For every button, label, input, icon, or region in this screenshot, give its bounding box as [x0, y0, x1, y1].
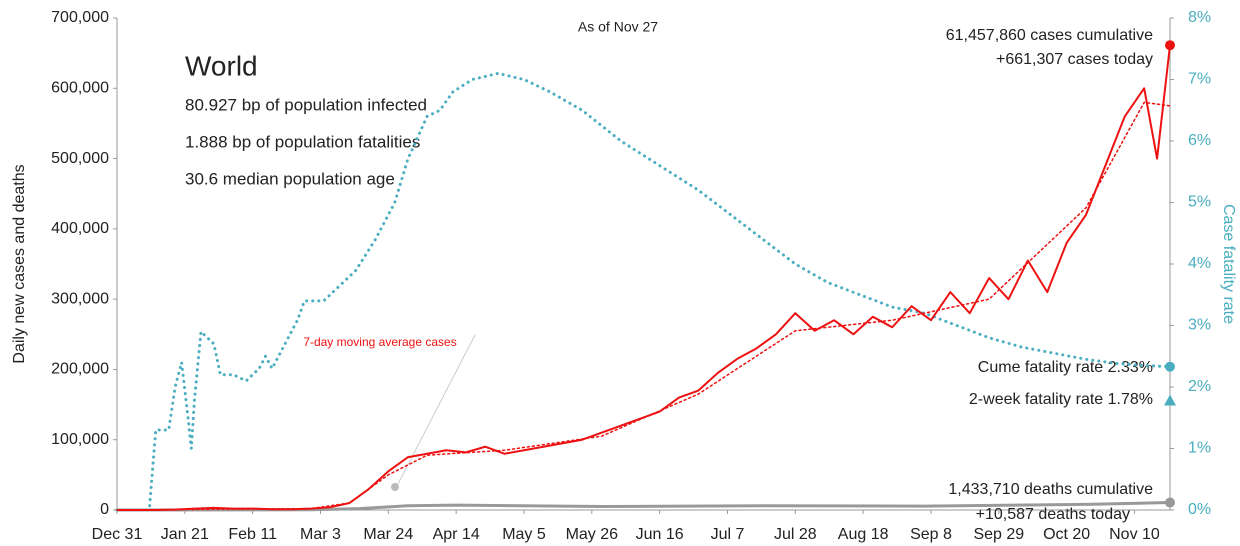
- series-line: [116, 101, 1171, 511]
- x-tick-label: Sep 29: [973, 526, 1024, 543]
- x-tick-label: May 26: [566, 526, 619, 543]
- y-tick-label: 100,000: [51, 431, 109, 448]
- y-tick-label: 200,000: [51, 361, 109, 378]
- x-tick-label: Apr 14: [433, 526, 480, 543]
- annotation: 61,457,860 cases cumulative: [946, 27, 1153, 44]
- y2-tick-label: 6%: [1188, 132, 1211, 149]
- annotation: +10,587 deaths today: [976, 506, 1130, 523]
- x-tick-label: Jul 7: [711, 526, 745, 543]
- y-tick-label: 300,000: [51, 290, 109, 307]
- y2-tick-label: 1%: [1188, 440, 1211, 457]
- y-axis-label: Daily new cases and deaths: [11, 164, 28, 363]
- series-label: 7-day moving average cases: [303, 335, 456, 349]
- leader-dot: [391, 483, 399, 491]
- y2-tick-label: 4%: [1188, 255, 1211, 272]
- series-line: [117, 45, 1171, 511]
- x-tick-label: Jun 16: [636, 526, 684, 543]
- y-tick-label: 500,000: [51, 150, 109, 167]
- x-tick-label: Feb 11: [228, 526, 277, 543]
- y-tick-label: 0: [100, 501, 109, 518]
- x-tick-label: Dec 31: [92, 526, 143, 543]
- x-tick-label: Aug 18: [838, 526, 889, 543]
- note: 1.888 bp of population fatalities: [185, 132, 420, 151]
- y2-tick-label: 0%: [1188, 501, 1211, 518]
- y2-axis-label: Case fatality rate: [1220, 204, 1237, 324]
- x-tick-label: Oct 20: [1043, 526, 1090, 543]
- y2-tick-label: 3%: [1188, 317, 1211, 334]
- y-tick-label: 400,000: [51, 220, 109, 237]
- subtitle: As of Nov 27: [578, 19, 658, 35]
- x-tick-label: Sep 8: [910, 526, 952, 543]
- end-marker: [1165, 497, 1175, 508]
- y2-tick-label: 8%: [1188, 9, 1211, 26]
- y-tick-label: 600,000: [51, 80, 109, 97]
- x-tick-label: Mar 24: [363, 526, 413, 543]
- y2-tick-label: 2%: [1188, 378, 1211, 395]
- annotation: 2-week fatality rate 1.78%: [969, 391, 1153, 408]
- leader-line: [397, 334, 476, 485]
- x-tick-label: Mar 3: [300, 526, 341, 543]
- series-line: [116, 501, 1171, 512]
- chart-title: World: [185, 50, 258, 81]
- annotation: +661,307 cases today: [996, 51, 1153, 68]
- x-tick-label: Jul 28: [774, 526, 817, 543]
- annotation: Cume fatality rate 2.33%: [978, 359, 1153, 376]
- y2-tick-label: 5%: [1188, 194, 1211, 211]
- annotation: 1,433,710 deaths cumulative: [948, 481, 1153, 498]
- note: 30.6 median population age: [185, 169, 395, 188]
- x-tick-label: Nov 10: [1109, 526, 1160, 543]
- y-tick-label: 700,000: [51, 9, 109, 26]
- end-marker: [1165, 40, 1175, 51]
- end-marker: [1165, 361, 1175, 372]
- y2-tick-label: 7%: [1188, 71, 1211, 88]
- x-tick-label: May 5: [502, 526, 546, 543]
- point-marker: [1164, 394, 1176, 406]
- x-tick-label: Jan 21: [161, 526, 209, 543]
- note: 80.927 bp of population infected: [185, 95, 427, 114]
